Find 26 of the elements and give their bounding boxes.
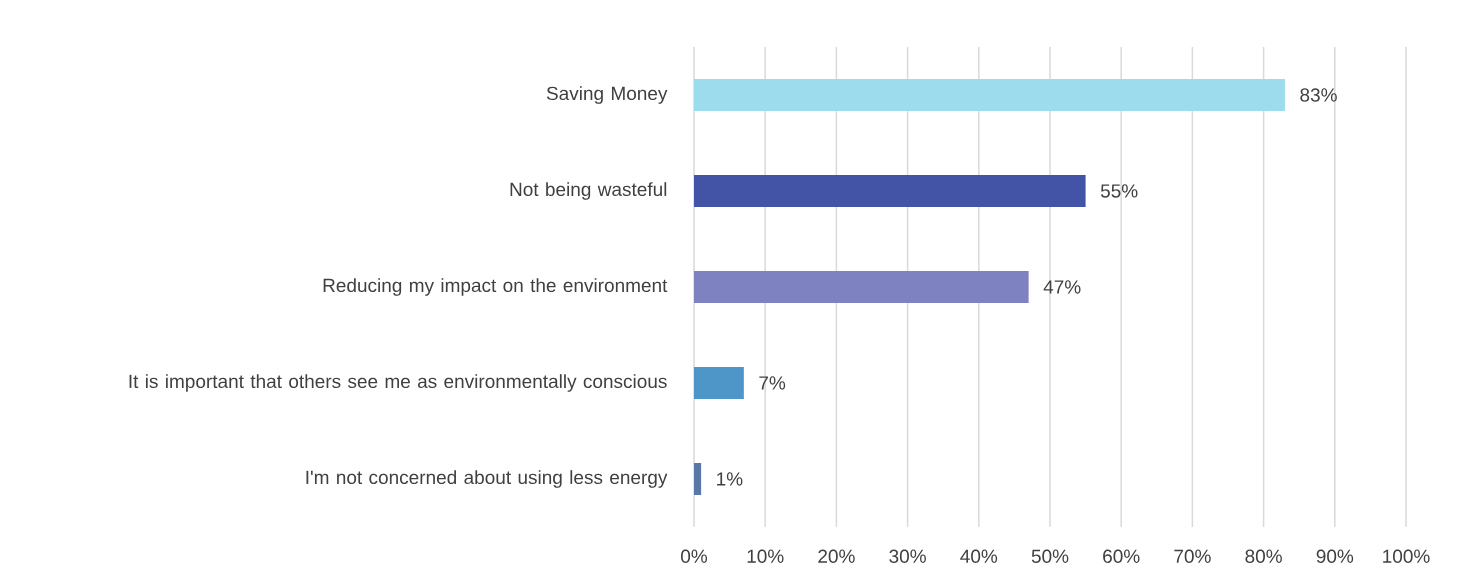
- data-label: 55%: [1100, 184, 1138, 198]
- y-tick-label: Reducing my impact on the environment: [323, 278, 668, 296]
- x-tick-label: 0%: [681, 549, 708, 563]
- bar: [693, 366, 744, 399]
- bar: [693, 79, 1285, 111]
- x-tick-label: 50%: [1031, 549, 1069, 563]
- bar: [693, 462, 702, 495]
- x-tick-label: 100%: [1383, 549, 1430, 563]
- bar: [693, 270, 1029, 303]
- y-tick-label: Saving Money: [546, 86, 668, 104]
- x-tick-label: 40%: [960, 549, 998, 563]
- y-tick-label: It is important that others see me as environmentally conscious: [129, 374, 667, 392]
- x-tick-label: 20%: [818, 549, 855, 563]
- data-label: 1%: [717, 472, 743, 486]
- data-label: 83%: [1300, 88, 1337, 102]
- data-label: 47%: [1043, 280, 1081, 294]
- x-tick-label: 80%: [1245, 549, 1282, 563]
- x-tick-label: 10%: [747, 549, 784, 563]
- data-label: 7%: [759, 376, 786, 390]
- y-tick-label: I'm not concerned about using less energy: [306, 470, 668, 488]
- y-tick-label: Not being wasteful: [510, 182, 667, 200]
- x-tick-label: 30%: [889, 549, 926, 563]
- x-tick-label: 60%: [1103, 549, 1140, 563]
- bar: [693, 174, 1086, 207]
- x-tick-label: 70%: [1174, 549, 1211, 563]
- x-tick-label: 90%: [1316, 549, 1354, 563]
